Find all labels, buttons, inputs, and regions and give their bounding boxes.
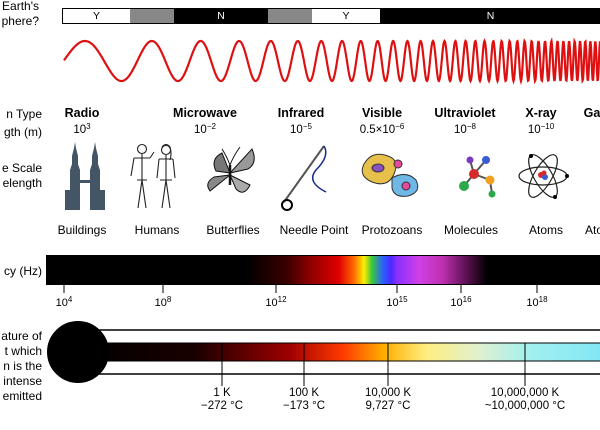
band-infrared: Infrared (277, 106, 325, 120)
band-xray: X-ray (525, 106, 557, 120)
freq-label-1e15: 1015 (386, 295, 408, 309)
wave-line (63, 36, 600, 86)
scale-label-needle-point: Needle Point (279, 223, 349, 237)
atmosphere-segment-partial-2 (268, 9, 312, 23)
buildings-illustration (65, 142, 105, 210)
wavelength-microwave: 10−2 (194, 122, 216, 136)
frequency-spectrum-bar (46, 255, 600, 285)
molecule-illustration (459, 156, 496, 198)
atmosphere-segment-no-2: N (380, 9, 600, 23)
wavelength-label: gth (m) (3, 125, 42, 139)
band-radio: Radio (64, 106, 100, 120)
freq-label-1e16: 1016 (450, 295, 472, 309)
wavelength-infrared: 10−5 (290, 122, 312, 136)
scale-label-humans: Humans (134, 223, 180, 237)
approximate-scale-label: e Scale elength (1, 161, 42, 190)
scale-label-protozoans: Protozoans (361, 223, 423, 237)
temp-label-100k: 100 K −173 °C (282, 387, 326, 412)
freq-label-1e8: 108 (154, 295, 172, 309)
wavelength-visible: 0.5×10−6 (359, 122, 405, 136)
wavelength-xray: 10−10 (527, 122, 555, 136)
temp-label-1e7k: 10,000,000 K ~10,000,000 °C (484, 387, 566, 412)
humans-illustration (130, 143, 176, 209)
frequency-label: cy (Hz) (4, 264, 42, 278)
needle-illustration (281, 145, 327, 211)
wavelength-wave (63, 36, 600, 86)
scale-label-atomic-nuclei: Ato (584, 223, 600, 237)
band-visible: Visible (361, 106, 403, 120)
wavelength-radio: 103 (73, 122, 91, 136)
scale-label-buildings: Buildings (57, 223, 107, 237)
atmosphere-segment-no-1: N (174, 9, 268, 23)
scale-label-atoms: Atoms (528, 223, 564, 237)
atmosphere-segment-yes-2: Y (312, 9, 380, 23)
freq-label-1e18: 1018 (526, 295, 548, 309)
radiation-type-label: n Type (6, 107, 42, 121)
temp-label-10000k: 10,000 K 9,727 °C (364, 387, 412, 412)
band-gamma: Ga (583, 106, 600, 120)
wavelength-ultraviolet: 10−8 (454, 122, 476, 136)
temperature-label: ature of t which n is the intense emitte… (1, 329, 42, 403)
protozoans-illustration (361, 153, 419, 197)
thermometer (47, 321, 600, 386)
butterfly-illustration (207, 146, 255, 193)
temp-label-1k: 1 K −272 °C (200, 387, 244, 412)
atmosphere-segment-partial-1 (130, 9, 174, 23)
atmosphere-label: Earth's phere? (1, 0, 39, 28)
band-microwave: Microwave (173, 106, 237, 120)
frequency-axis (63, 285, 538, 293)
band-ultraviolet: Ultraviolet (434, 106, 496, 120)
scale-label-molecules: Molecules (443, 223, 499, 237)
atom-illustration (518, 154, 569, 199)
atmosphere-segment-yes-1: Y (63, 9, 130, 23)
thermometer-bulb (47, 321, 109, 383)
freq-label-1e12: 1012 (265, 295, 287, 309)
freq-label-1e4: 104 (55, 295, 73, 309)
thermometer-column (79, 342, 600, 362)
scale-label-butterflies: Butterflies (206, 223, 260, 237)
